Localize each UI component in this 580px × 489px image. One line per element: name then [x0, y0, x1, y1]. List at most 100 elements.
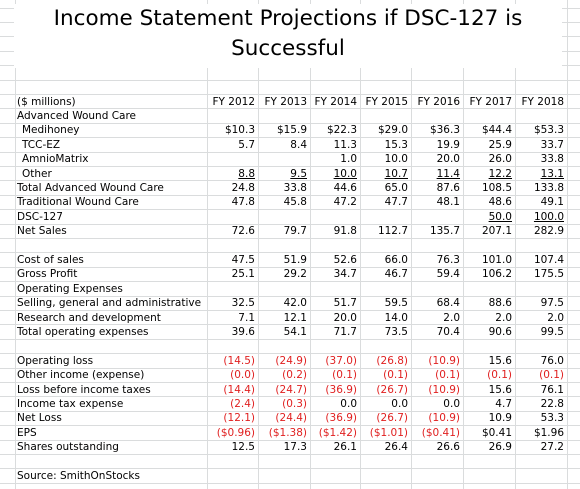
- value-text: 29.2: [283, 268, 307, 281]
- value-cell: 91.8: [310, 224, 360, 238]
- grid-line: [0, 353, 580, 355]
- value-cell: 2.0: [411, 311, 463, 325]
- value-cell: 79.7: [258, 224, 310, 238]
- value-text: 175.5: [533, 268, 564, 281]
- value-cell: 133.8: [515, 181, 567, 195]
- value-text: 51.9: [283, 253, 307, 266]
- value-text: (26.7): [376, 383, 408, 396]
- value-cell: 50.0: [463, 210, 515, 224]
- row-label: Selling, general and administrative: [17, 297, 202, 310]
- value-text: 26.6: [436, 441, 460, 454]
- value-cell: $1.96: [515, 426, 567, 440]
- value-text: 33.7: [540, 138, 564, 151]
- value-cell: $44.4: [463, 123, 515, 137]
- value-text: (0.2): [282, 369, 307, 382]
- value-cell: 9.5: [258, 167, 310, 181]
- column-header: FY 2017: [469, 95, 512, 108]
- grid-line: [0, 482, 580, 484]
- value-cell: 108.5: [463, 181, 515, 195]
- value-text: (0.1): [383, 369, 408, 382]
- value-cell: 14.0: [360, 311, 411, 325]
- value-cell: 33.8: [515, 152, 567, 166]
- value-cell: 34.7: [310, 267, 360, 281]
- value-cell: (0.1): [310, 368, 360, 382]
- value-cell: $22.3: [310, 123, 360, 137]
- row-label: Gross Profit: [17, 268, 78, 281]
- value-text: 48.6: [488, 196, 512, 209]
- grid-line: [0, 367, 580, 369]
- value-text: 48.1: [436, 196, 460, 209]
- grid-line: [0, 223, 580, 225]
- value-cell: 100.0: [515, 210, 567, 224]
- row-label: AmnioMatrix: [22, 153, 89, 166]
- value-cell: (26.8): [360, 354, 411, 368]
- value-text: 54.1: [283, 325, 307, 338]
- value-cell: $36.3: [411, 123, 463, 137]
- grid-line: [0, 310, 580, 311]
- value-text: (0.1): [435, 369, 460, 382]
- grid-line: [15, 0, 16, 489]
- value-text: 32.5: [231, 297, 255, 310]
- value-text: (36.9): [325, 412, 357, 425]
- grid-line: [0, 194, 580, 196]
- value-text: 45.8: [283, 196, 307, 209]
- grid-line: [0, 108, 580, 110]
- value-cell: ($0.96): [207, 426, 258, 440]
- value-cell: (26.7): [360, 411, 411, 425]
- value-text: 47.2: [333, 196, 357, 209]
- row-label: EPS: [17, 426, 37, 439]
- value-cell: 25.9: [463, 138, 515, 152]
- value-cell: 26.9: [463, 440, 515, 454]
- value-cell: 175.5: [515, 267, 567, 281]
- value-cell: 51.7: [310, 296, 360, 310]
- value-text: $0.41: [481, 426, 512, 439]
- source-note: Source: SmithOnStocks: [17, 469, 140, 482]
- value-cell: 15.6: [463, 383, 515, 397]
- value-text: 2.0: [495, 311, 512, 324]
- value-cell: 20.0: [310, 311, 360, 325]
- column-header: FY 2018: [521, 95, 564, 108]
- value-text: 8.8: [238, 167, 255, 180]
- grid-line: [258, 0, 259, 489]
- value-text: 15.6: [488, 354, 512, 367]
- grid-line: [0, 410, 580, 412]
- value-text: 66.0: [384, 253, 408, 266]
- value-text: 0.0: [443, 397, 460, 410]
- value-cell: (2.4): [207, 397, 258, 411]
- value-cell: 2.0: [515, 311, 567, 325]
- value-cell: $10.3: [207, 123, 258, 137]
- value-text: 97.5: [540, 297, 564, 310]
- value-cell: 68.4: [411, 296, 463, 310]
- value-text: 59.5: [384, 297, 408, 310]
- value-text: $15.9: [276, 124, 307, 137]
- value-text: (0.1): [332, 369, 357, 382]
- grid-line: [0, 238, 580, 239]
- value-text: 9.5: [290, 167, 307, 180]
- value-cell: 10.7: [360, 167, 411, 181]
- value-cell: 47.5: [207, 253, 258, 267]
- value-cell: 33.7: [515, 138, 567, 152]
- value-text: $44.4: [481, 124, 512, 137]
- value-cell: 72.6: [207, 224, 258, 238]
- value-text: ($1.38): [268, 426, 307, 439]
- grid-line: [0, 281, 580, 283]
- value-cell: 48.1: [411, 195, 463, 209]
- grid-line: [0, 180, 580, 182]
- value-cell: 47.7: [360, 195, 411, 209]
- value-cell: (0.1): [411, 368, 463, 382]
- value-cell: $53.3: [515, 123, 567, 137]
- value-text: 88.6: [488, 297, 512, 310]
- value-cell: 66.0: [360, 253, 411, 267]
- value-cell: 59.5: [360, 296, 411, 310]
- value-cell: (24.9): [258, 354, 310, 368]
- grid-line: [207, 0, 208, 489]
- value-cell: ($1.01): [360, 426, 411, 440]
- value-text: 50.0: [488, 210, 512, 223]
- value-cell: 135.7: [411, 224, 463, 238]
- value-cell: 45.8: [258, 195, 310, 209]
- value-text: 25.1: [231, 268, 255, 281]
- value-text: 8.4: [290, 138, 307, 151]
- value-cell: (10.9): [411, 383, 463, 397]
- value-cell: 33.8: [258, 181, 310, 195]
- value-cell: 10.9: [463, 411, 515, 425]
